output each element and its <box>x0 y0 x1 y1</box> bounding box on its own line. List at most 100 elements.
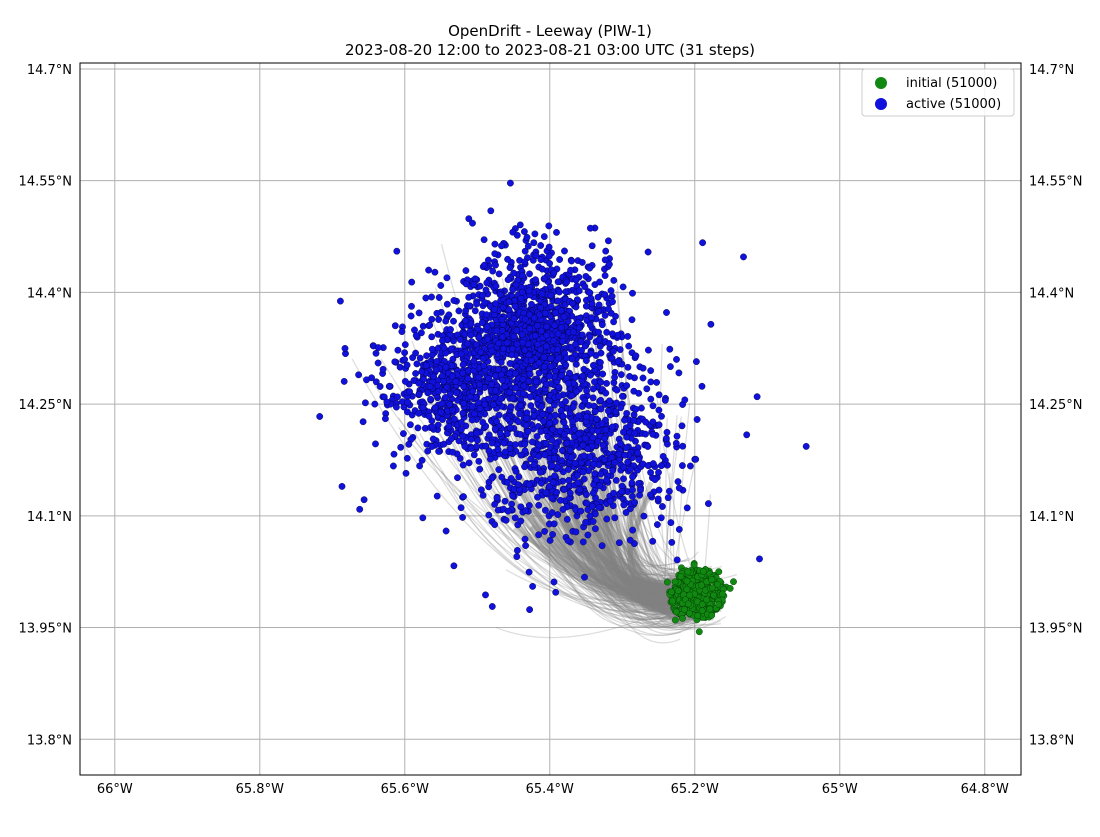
active-particle <box>392 403 400 411</box>
active-particle <box>635 456 643 463</box>
active-particle <box>588 314 595 322</box>
active-particle <box>567 454 575 461</box>
active-particle <box>574 479 582 487</box>
active-particle <box>461 442 469 450</box>
trajectory-line <box>513 525 682 608</box>
active-particle <box>510 315 518 322</box>
active-particle <box>445 311 453 319</box>
active-particle <box>678 422 686 430</box>
active-particle <box>537 428 545 435</box>
x-tick-label: 65.4°W <box>526 782 574 797</box>
active-particle <box>609 423 616 431</box>
active-particle <box>679 462 686 469</box>
active-particle <box>505 298 513 306</box>
active-particle <box>446 400 454 408</box>
active-particle <box>667 363 674 370</box>
active-particle <box>666 487 673 495</box>
active-particle <box>556 288 563 296</box>
active-particle <box>441 393 449 401</box>
active-particle <box>647 367 655 374</box>
trajectory-line <box>607 501 690 614</box>
active-particle <box>555 393 563 400</box>
active-particle <box>498 473 506 481</box>
active-particle <box>578 402 586 410</box>
initial-particle <box>679 614 686 622</box>
active-particle <box>556 256 563 263</box>
active-particle <box>559 412 567 420</box>
initial-particle <box>698 607 706 615</box>
active-particle <box>450 415 458 423</box>
active-particle <box>506 360 514 367</box>
active-particle <box>524 428 532 435</box>
active-particle <box>579 372 587 380</box>
x-tick-label: 64.8°W <box>961 782 1009 797</box>
active-particle <box>510 269 518 277</box>
active-particle <box>610 489 617 497</box>
active-particle <box>518 288 526 296</box>
active-particle <box>506 445 514 452</box>
active-particle <box>542 506 549 514</box>
active-particle <box>583 357 590 364</box>
active-particle <box>643 385 651 393</box>
active-particle <box>631 499 638 506</box>
active-particle <box>640 512 648 520</box>
active-particle <box>802 442 810 450</box>
initial-particle <box>698 581 705 589</box>
active-particle <box>545 372 553 380</box>
trajectory-line <box>467 513 691 606</box>
active-particle <box>481 299 489 307</box>
active-particle <box>535 452 543 460</box>
active-particle <box>407 312 415 320</box>
active-particle <box>512 441 519 448</box>
active-particle <box>550 337 557 345</box>
active-particle <box>428 423 436 431</box>
active-particle <box>615 450 623 458</box>
active-particle <box>549 478 557 486</box>
active-particle <box>659 503 666 510</box>
active-particle <box>580 452 588 460</box>
initial-particle <box>715 601 723 608</box>
active-particle <box>420 375 427 383</box>
active-particle <box>540 353 548 361</box>
active-particle <box>470 357 478 365</box>
active-particle <box>535 359 543 367</box>
active-particle <box>482 442 490 450</box>
active-particle <box>606 397 613 405</box>
active-particle <box>563 354 570 362</box>
active-particle <box>521 247 529 255</box>
initial-particle <box>686 609 693 617</box>
active-particle <box>403 361 411 369</box>
active-particle <box>621 416 628 424</box>
active-particle <box>675 369 683 377</box>
active-particle <box>562 397 569 405</box>
active-particle <box>527 402 535 409</box>
active-particle <box>547 291 555 299</box>
active-particle <box>404 398 412 406</box>
active-particle <box>583 413 590 421</box>
trajectory-line <box>606 480 678 590</box>
active-particle <box>635 389 643 397</box>
active-particle <box>655 391 663 399</box>
active-particle <box>528 300 535 308</box>
active-particle <box>666 345 674 353</box>
active-particle <box>554 346 561 353</box>
active-particle <box>603 515 611 523</box>
active-particle <box>594 437 602 445</box>
active-particle <box>511 302 519 310</box>
active-particle <box>597 349 605 357</box>
active-particle <box>489 267 497 275</box>
active-particle <box>483 311 490 319</box>
active-particle <box>551 322 559 329</box>
active-particle <box>597 396 605 404</box>
active-particle <box>551 472 559 480</box>
active-particle <box>596 482 604 490</box>
active-particle <box>547 303 555 310</box>
active-particle <box>483 323 491 331</box>
active-particle <box>594 293 602 301</box>
active-particle <box>522 507 529 514</box>
trajectory-line <box>505 481 691 611</box>
active-particle <box>566 369 573 377</box>
active-particle <box>620 501 628 509</box>
active-particle <box>575 287 583 295</box>
active-particle <box>599 441 607 449</box>
